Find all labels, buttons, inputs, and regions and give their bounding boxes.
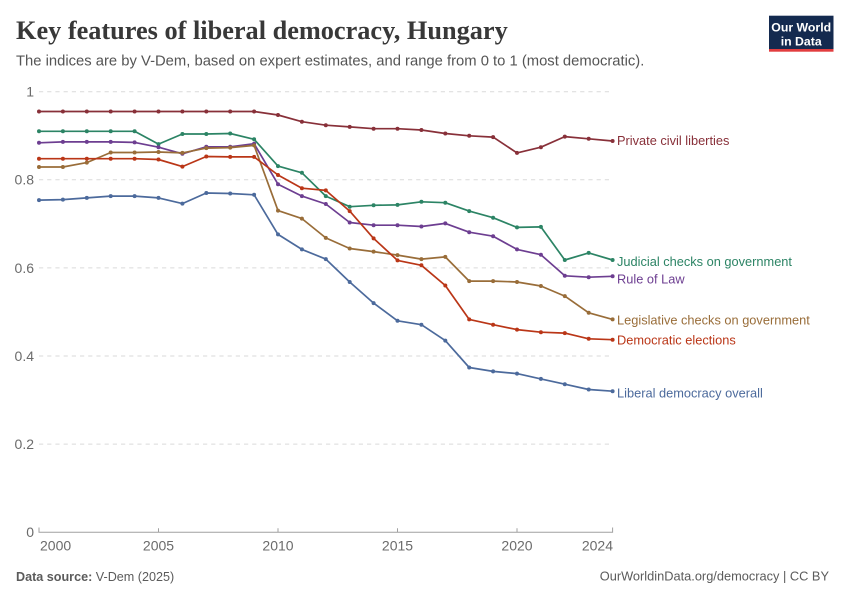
svg-text:0.8: 0.8 xyxy=(15,172,35,188)
svg-text:2020: 2020 xyxy=(501,538,532,554)
svg-text:Private civil liberties: Private civil liberties xyxy=(617,133,729,148)
svg-text:in Data: in Data xyxy=(781,34,822,48)
svg-text:2015: 2015 xyxy=(382,538,413,554)
svg-text:Democratic elections: Democratic elections xyxy=(617,332,736,347)
svg-text:Key features of liberal democr: Key features of liberal democracy, Hunga… xyxy=(16,16,508,45)
svg-text:OurWorldinData.org/democracy |: OurWorldinData.org/democracy | CC BY xyxy=(600,569,830,584)
svg-text:2000: 2000 xyxy=(40,538,71,554)
svg-text:Data source: V-Dem (2025): Data source: V-Dem (2025) xyxy=(16,570,174,584)
svg-text:Judicial checks on government: Judicial checks on government xyxy=(617,254,792,269)
svg-text:Our World: Our World xyxy=(771,20,831,34)
svg-text:0.2: 0.2 xyxy=(15,436,35,452)
svg-text:0: 0 xyxy=(26,524,34,540)
svg-text:1: 1 xyxy=(26,84,34,100)
svg-text:2005: 2005 xyxy=(143,538,174,554)
svg-text:The indices are by V-Dem, base: The indices are by V-Dem, based on exper… xyxy=(16,54,644,70)
svg-text:0.6: 0.6 xyxy=(15,260,35,276)
svg-text:2010: 2010 xyxy=(262,538,293,554)
svg-text:0.4: 0.4 xyxy=(15,348,35,364)
svg-text:Legislative checks on governme: Legislative checks on government xyxy=(617,312,810,327)
svg-text:Liberal democracy overall: Liberal democracy overall xyxy=(617,386,763,401)
svg-text:Rule of Law: Rule of Law xyxy=(617,272,685,287)
svg-text:2024: 2024 xyxy=(582,538,613,554)
